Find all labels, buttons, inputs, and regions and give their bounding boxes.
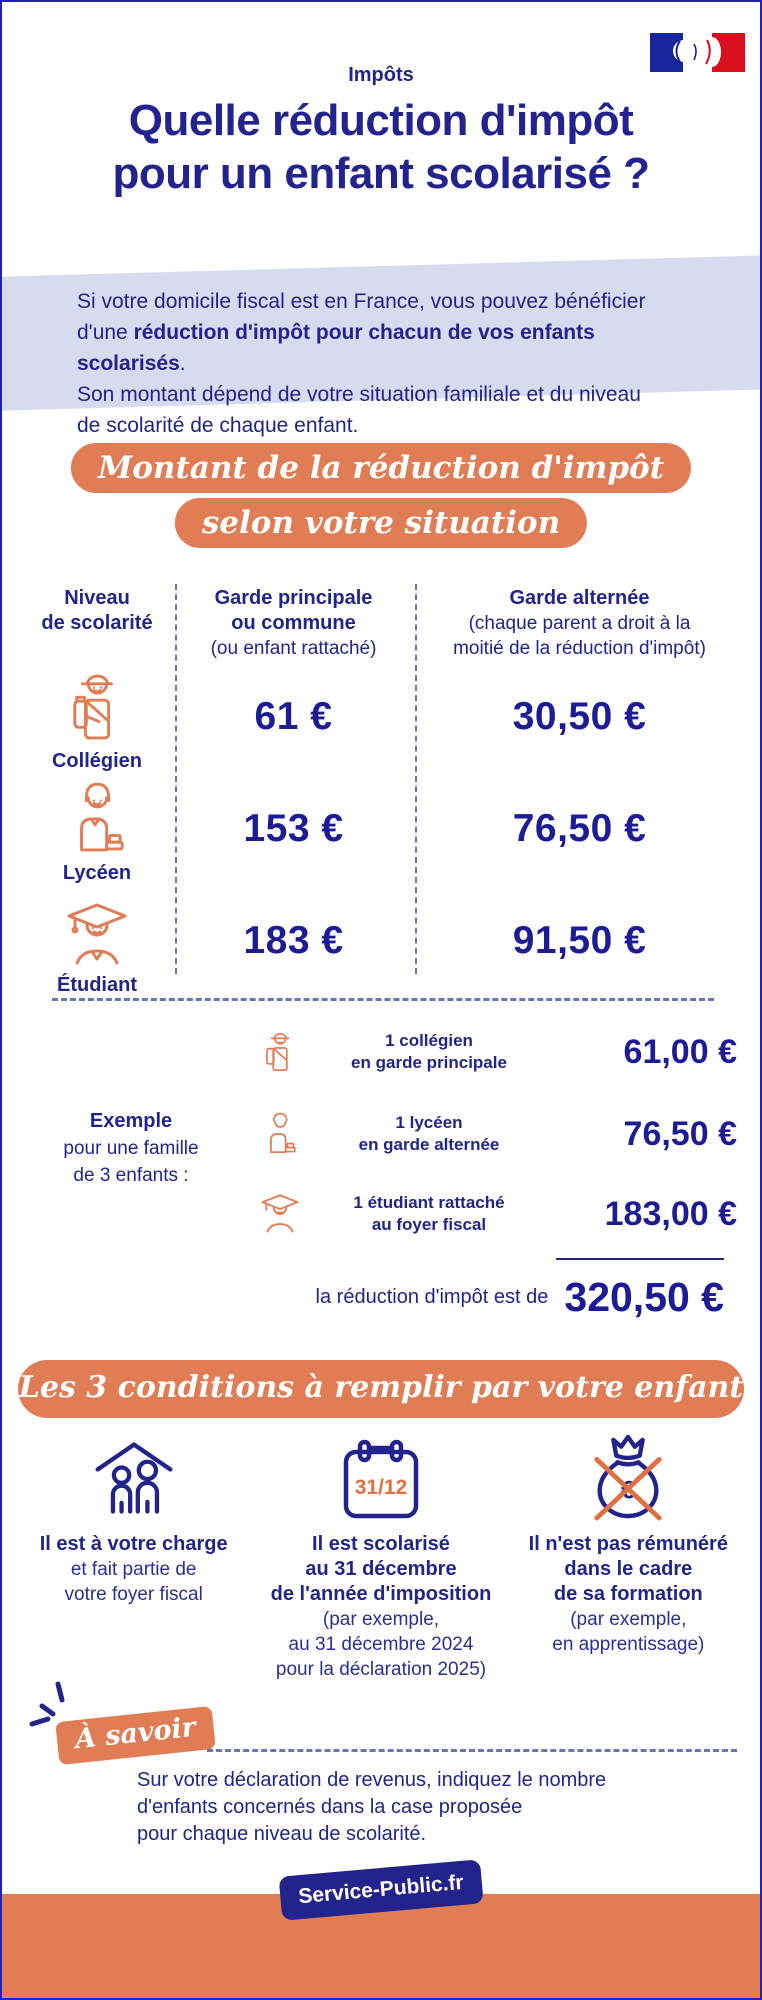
column-header-garde-alternee: Garde alternée (chaque parent a droit à …: [415, 584, 744, 661]
table-divider-1: [175, 584, 177, 974]
calendar-date-text: 31/12: [355, 1476, 408, 1499]
amount-collegien-principale: 61 €: [254, 695, 333, 738]
condition-detail: (par exemple, au 31 décembre 2024 pour l…: [275, 1609, 487, 1680]
collegien-icon: [73, 674, 113, 740]
condition-detail: et fait partie de votre foyer fiscal: [64, 1559, 203, 1605]
level-label-lyceen: Lycéen: [62, 862, 132, 884]
total-amount: 320,50 €: [564, 1274, 724, 1320]
page-title-line2: pour un enfant scolarisé ?: [112, 149, 650, 198]
lyceen-icon: [80, 782, 124, 852]
category-label: Impôts: [348, 64, 414, 86]
intro-paragraph: Si votre domicile fiscal est en France, …: [77, 286, 697, 441]
amount-lyceen-alternee: 76,50 €: [512, 807, 647, 850]
total-label: la réduction d'impôt est de: [315, 1286, 549, 1308]
calendar-icon: 31/12: [343, 1439, 419, 1519]
example-row-lyceen: 1 lycéen en garde alternée 76,50 €: [257, 1110, 741, 1158]
condition-title: Il est scolarisé au 31 décembre de l'ann…: [270, 1533, 492, 1605]
section1-banner-line2: selon votre situation: [174, 498, 588, 548]
amount-lyceen-principale: 153 €: [243, 807, 344, 850]
amount-etudiant-principale: 183 €: [243, 919, 344, 962]
column-header-garde-principale: Garde principale ou commune (ou enfant r…: [172, 584, 415, 661]
condition-detail: (par exemple, en apprentissage): [552, 1609, 705, 1655]
garde-alternee-header-bold: Garde alternée: [509, 587, 650, 609]
example-item-label: 1 collégien en garde principale: [351, 1031, 507, 1072]
intro-text-regular-end: . Son montant dépend de votre situation …: [77, 352, 641, 437]
example-item-label: 1 étudiant rattaché au foyer fiscal: [353, 1193, 505, 1234]
note-dashed-line: [207, 1749, 737, 1752]
page-title: Quelle réduction d'impôt pour un enfant …: [2, 94, 760, 200]
note-paragraph: Sur votre déclaration de revenus, indiqu…: [137, 1769, 607, 1845]
family-home-icon: [95, 1442, 173, 1514]
sum-line: [556, 1258, 724, 1260]
example-label-bold: Exemple: [89, 1110, 173, 1132]
table-divider-2: [415, 584, 417, 974]
etudiant-icon: [67, 903, 127, 965]
section-divider-dashed: [52, 998, 714, 1001]
example-item-amount: 183,00 €: [604, 1194, 737, 1233]
example-total-row: la réduction d'impôt est de 320,50 €: [252, 1274, 724, 1321]
level-label-collegien: Collégien: [51, 750, 142, 772]
emphasis-spark-icon: [29, 1681, 65, 1727]
section1-banner-line1: Montant de la réduction d'impôt: [70, 443, 692, 493]
condition-scolarise: 31/12 Il est scolarisé au 31 décembre de…: [257, 1430, 504, 1682]
example-item-amount: 76,50 €: [623, 1114, 737, 1153]
example-row-etudiant: 1 étudiant rattaché au foyer fiscal 183,…: [257, 1192, 741, 1236]
garde-alternee-header-sub: (chaque parent a droit à la moitié de la…: [453, 613, 706, 659]
etudiant-icon: [261, 1194, 299, 1233]
page-title-line1: Quelle réduction d'impôt: [128, 96, 634, 145]
level-label-etudiant: Étudiant: [57, 974, 137, 996]
intro-text-bold: réduction d'impôt pour chacun de vos enf…: [77, 321, 595, 375]
garde-principale-header-bold: Garde principale ou commune: [214, 587, 373, 634]
lyceen-icon: [270, 1112, 296, 1153]
garde-principale-header-sub: (ou enfant rattaché): [210, 638, 377, 659]
example-label-rest: pour une famille de 3 enfants :: [63, 1138, 199, 1186]
example-label: Exemple pour une famille de 3 enfants :: [22, 1108, 240, 1189]
money-bag-crossed-icon: €: [594, 1434, 662, 1521]
example-item-amount: 61,00 €: [623, 1032, 737, 1071]
section2-banner: Les 3 conditions à remplir par votre enf…: [18, 1360, 744, 1418]
table-row-collegien-level: Collégien: [22, 661, 172, 773]
collegien-icon: [266, 1033, 290, 1071]
table-row-etudiant-level: Étudiant: [22, 885, 172, 997]
intro-text-regular: Si votre domicile fiscal est en France, …: [77, 290, 646, 344]
condition-title: Il est à votre charge: [39, 1533, 228, 1555]
table-row-lyceen-level: Lycéen: [22, 773, 172, 885]
column-header-niveau: Niveau de scolarité: [41, 587, 153, 634]
amount-etudiant-alternee: 91,50 €: [512, 919, 647, 962]
condition-title: Il n'est pas rémunéré dans le cadre de s…: [528, 1533, 728, 1605]
condition-non-remunere: € Il n'est pas rémunéré dans le cadre de…: [505, 1430, 752, 1682]
reduction-table: Niveau de scolarité Garde principale ou …: [22, 584, 744, 997]
example-block: Exemple pour une famille de 3 enfants : …: [22, 1022, 744, 1352]
france-government-logo-icon: [650, 33, 745, 72]
amount-collegien-alternee: 30,50 €: [512, 695, 647, 738]
conditions-row: Il est à votre charge et fait partie de …: [10, 1430, 752, 1682]
condition-charge: Il est à votre charge et fait partie de …: [10, 1430, 257, 1682]
example-row-collegien: 1 collégien en garde principale 61,00 €: [257, 1028, 741, 1076]
example-item-label: 1 lycéen en garde alternée: [358, 1113, 500, 1154]
